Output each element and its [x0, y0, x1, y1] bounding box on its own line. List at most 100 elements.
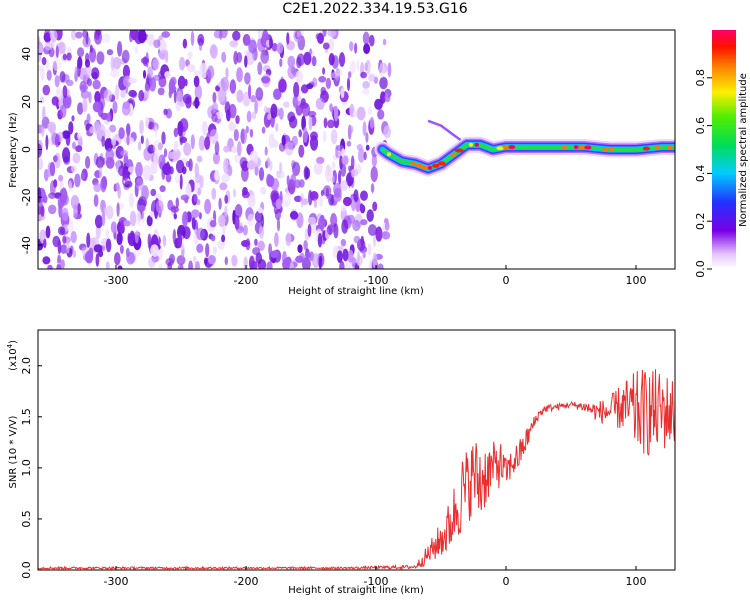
noise-speckle: [154, 255, 160, 263]
noise-speckle: [38, 187, 42, 203]
noise-speckle: [219, 182, 228, 191]
noise-speckle: [71, 30, 77, 41]
noise-speckle: [128, 77, 137, 84]
noise-speckle: [241, 166, 249, 182]
noise-speckle: [331, 55, 339, 69]
noise-speckle: [322, 130, 327, 143]
noise-speckle: [86, 78, 92, 87]
y-tick-label: 1.5: [20, 408, 33, 426]
noise-speckle: [218, 197, 222, 210]
noise-speckle: [328, 38, 335, 51]
noise-speckle: [322, 67, 326, 75]
noise-speckle: [175, 197, 179, 209]
noise-speckle: [252, 247, 261, 256]
noise-speckle: [338, 170, 342, 186]
noise-speckle: [250, 95, 257, 103]
noise-speckle: [159, 185, 166, 193]
noise-speckle: [138, 89, 145, 102]
noise-speckle: [254, 165, 259, 176]
noise-speckle: [72, 141, 76, 150]
x-tick-label: -100: [364, 575, 389, 588]
noise-speckle: [249, 128, 254, 138]
noise-speckle: [58, 226, 66, 236]
noise-speckle: [327, 119, 335, 129]
noise-speckle: [364, 62, 368, 72]
noise-speckle: [126, 134, 130, 146]
noise-speckle: [61, 130, 71, 140]
noise-speckle: [100, 199, 105, 213]
noise-speckle: [73, 204, 78, 219]
noise-speckle: [286, 175, 290, 187]
noise-speckle: [56, 264, 62, 269]
noise-speckle: [59, 71, 66, 83]
noise-speckle: [340, 238, 347, 247]
noise-speckle: [130, 30, 139, 41]
noise-speckle: [124, 180, 133, 188]
noise-speckle: [162, 234, 167, 247]
noise-speckle: [54, 133, 60, 148]
x-tick-label: 100: [626, 274, 647, 287]
noise-speckle: [339, 260, 345, 269]
y-tick-label: 0: [20, 146, 33, 153]
noise-speckle: [330, 129, 338, 145]
colorbar-tick-label: 0.8: [694, 69, 707, 87]
noise-speckle: [62, 85, 68, 99]
noise-speckle: [326, 224, 334, 235]
noise-speckle: [74, 173, 81, 188]
noise-speckle: [148, 257, 156, 268]
noise-speckle: [308, 115, 313, 131]
noise-speckle: [55, 45, 59, 58]
noise-speckle: [42, 84, 51, 96]
noise-speckle: [307, 223, 312, 237]
noise-speckle: [338, 52, 346, 67]
noise-speckle: [255, 252, 263, 264]
noise-speckle: [281, 134, 286, 146]
noise-speckle: [296, 56, 302, 69]
noise-speckle: [276, 170, 285, 179]
noise-speckle: [377, 263, 384, 269]
noise-speckle: [109, 124, 117, 133]
x-tick-label: -100: [364, 274, 389, 287]
noise-speckle: [142, 164, 152, 181]
noise-speckle: [356, 144, 363, 151]
noise-speckle: [231, 254, 238, 267]
signal-hotspot: [419, 165, 429, 170]
noise-speckle: [229, 40, 239, 48]
noise-speckle: [153, 39, 161, 48]
noise-speckle: [38, 35, 41, 49]
noise-speckle: [105, 147, 114, 163]
noise-speckle: [42, 256, 51, 265]
noise-speckle: [302, 127, 309, 143]
noise-speckle: [320, 86, 327, 96]
noise-speckle: [367, 243, 372, 256]
noise-speckle: [175, 174, 181, 185]
noise-speckle: [194, 96, 200, 109]
noise-speckle: [246, 110, 252, 123]
noise-speckle: [221, 76, 229, 92]
signal-hotspot: [502, 145, 510, 150]
noise-speckle: [205, 243, 210, 258]
noise-speckle: [170, 206, 179, 213]
noise-speckle: [306, 83, 314, 90]
noise-speckle: [248, 39, 257, 54]
spectrogram-signal-track: [374, 119, 675, 177]
noise-speckle: [122, 64, 130, 79]
noise-speckle: [138, 141, 142, 151]
noise-speckle: [288, 115, 298, 129]
noise-speckle: [309, 191, 319, 201]
noise-speckle: [381, 231, 391, 240]
noise-speckle: [318, 255, 322, 269]
noise-speckle: [377, 109, 385, 120]
noise-speckle: [243, 256, 248, 269]
noise-speckle: [196, 243, 204, 253]
spectrogram-y-axis-label: Frequency (Hz): [8, 112, 19, 188]
noise-speckle: [179, 132, 184, 146]
noise-speckle: [92, 101, 102, 113]
noise-speckle: [101, 135, 106, 147]
noise-speckle: [117, 41, 123, 57]
noise-speckle: [154, 125, 158, 138]
noise-speckle: [130, 230, 135, 239]
noise-speckle: [363, 43, 371, 55]
noise-speckle: [223, 158, 229, 174]
noise-speckle: [77, 203, 81, 215]
